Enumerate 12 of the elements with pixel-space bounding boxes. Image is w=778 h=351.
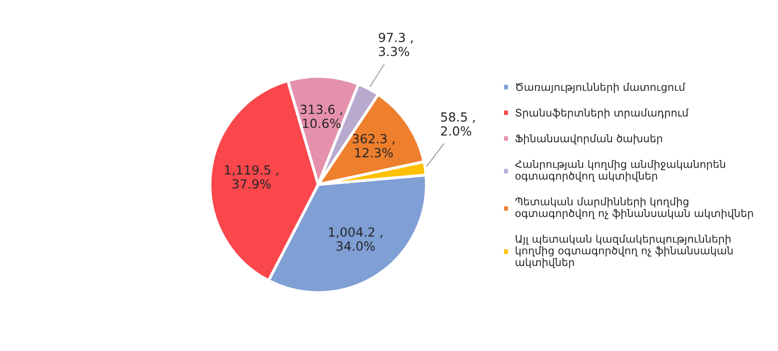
data-label: 1,004.2 , 34.0% — [329, 227, 382, 251]
legend-label: Տրանսֆերտների տրամադրում — [516, 108, 689, 119]
legend-label: Ֆինանսավորման ծախսեր — [515, 134, 662, 144]
data-label: 97.3 , 3.3% — [378, 32, 413, 56]
legend-label: Այլ պետական կազմակերպությունների կողմից օգտագործվող ոչ ֆինանսական ակտիվներ — [516, 234, 733, 268]
data-label: 313.6 , 10.6% — [300, 104, 342, 128]
data-label: 1,119.5 , 37.9% — [225, 165, 278, 189]
data-label: 58.5 , 2.0% — [441, 112, 475, 136]
data-label: 362.3 , 12.3% — [352, 134, 394, 158]
legend-label: Հանրության կողմից անմիջականորեն օգտագործվող ակտիվներ — [515, 160, 726, 182]
legend-label: Պետական մարմինների կողմից օգտագործվող ոչ ֆինանսական ակտիվներ — [515, 197, 753, 220]
legend-label: Ծառայությունների մատուցում — [516, 82, 686, 93]
